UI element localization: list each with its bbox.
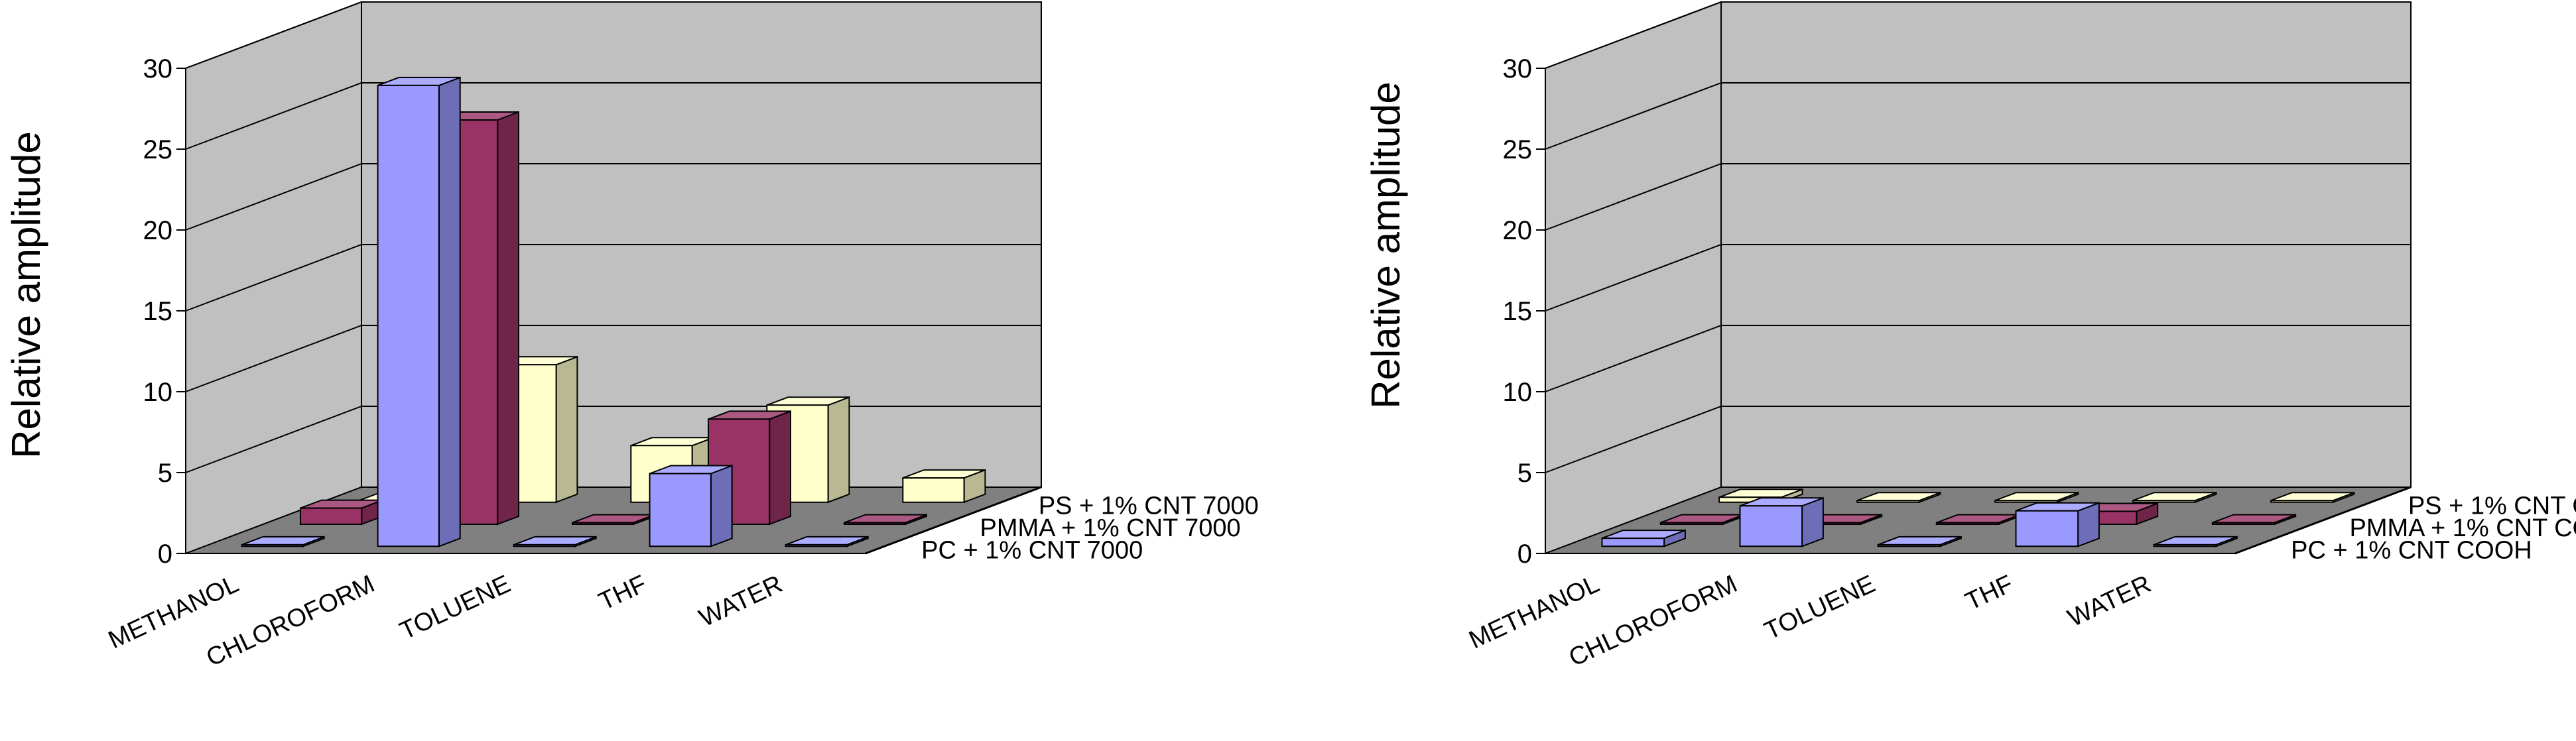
gridline (1545, 244, 2411, 312)
bar (844, 514, 927, 526)
depth-axis (865, 486, 1042, 555)
bar (1739, 496, 1824, 547)
bar (1994, 491, 2079, 504)
series-label: PS + 1% CNT COOH (2408, 492, 2576, 520)
series-label: PMMA + 1% CNT COOH (2350, 514, 2576, 542)
bar (513, 536, 597, 547)
category-label: TOLUENE (396, 570, 515, 646)
gridline (185, 244, 1041, 312)
y-tick-label: 0 (158, 540, 172, 569)
bar (785, 536, 869, 547)
bar (2270, 491, 2355, 504)
y-tick-label: 30 (143, 54, 173, 84)
gridline (1545, 163, 2411, 231)
y-tick-label: 25 (143, 135, 173, 164)
bar (300, 499, 383, 526)
bar (902, 469, 986, 504)
bar (1601, 529, 1686, 547)
gridline (1545, 1, 2411, 69)
y-tick-label: 20 (1503, 216, 1533, 245)
y-tick-label: 30 (1503, 54, 1533, 84)
y-axis-title: Relative amplitude (4, 131, 48, 459)
y-tick-label: 15 (143, 297, 173, 326)
category-label: WATER (695, 570, 787, 632)
bar (1935, 514, 2021, 526)
series-label: PS + 1% CNT 7000 (1039, 492, 1259, 520)
gridline (185, 163, 1041, 231)
gridline (1545, 325, 2411, 392)
bar (2132, 491, 2217, 504)
gridline (185, 82, 1041, 150)
series-label: PMMA + 1% CNT 7000 (980, 514, 1241, 542)
gridline (185, 325, 1041, 392)
category-label: THF (1961, 570, 2018, 616)
y-tick-label: 10 (143, 378, 173, 407)
y-tick-label: 5 (158, 459, 172, 488)
y-tick-label: 0 (1517, 540, 1532, 569)
y-axis-title: Relative amplitude (1364, 82, 1408, 409)
bar (649, 465, 733, 547)
category-label: THF (595, 570, 651, 616)
bar (1877, 536, 1962, 547)
bar (377, 76, 461, 547)
bar (2153, 536, 2238, 547)
y-tick-label: 20 (143, 216, 173, 245)
y-tick-label: 5 (1517, 459, 1532, 488)
series-label: PC + 1% CNT COOH (2291, 536, 2532, 564)
y-tick-label: 25 (1503, 135, 1533, 164)
bar (1856, 491, 1941, 504)
gridline (185, 1, 1041, 69)
series-label: PC + 1% CNT 7000 (921, 536, 1143, 564)
gridline (1545, 82, 2411, 150)
category-label: WATER (2064, 570, 2156, 632)
bar (2211, 514, 2297, 526)
bar (241, 536, 325, 547)
bar (2015, 502, 2100, 547)
gridline (1545, 406, 2411, 473)
y-tick-label: 10 (1503, 378, 1533, 407)
depth-axis (2234, 486, 2412, 555)
category-label: TOLUENE (1760, 570, 1880, 646)
y-tick-label: 15 (1503, 297, 1533, 326)
